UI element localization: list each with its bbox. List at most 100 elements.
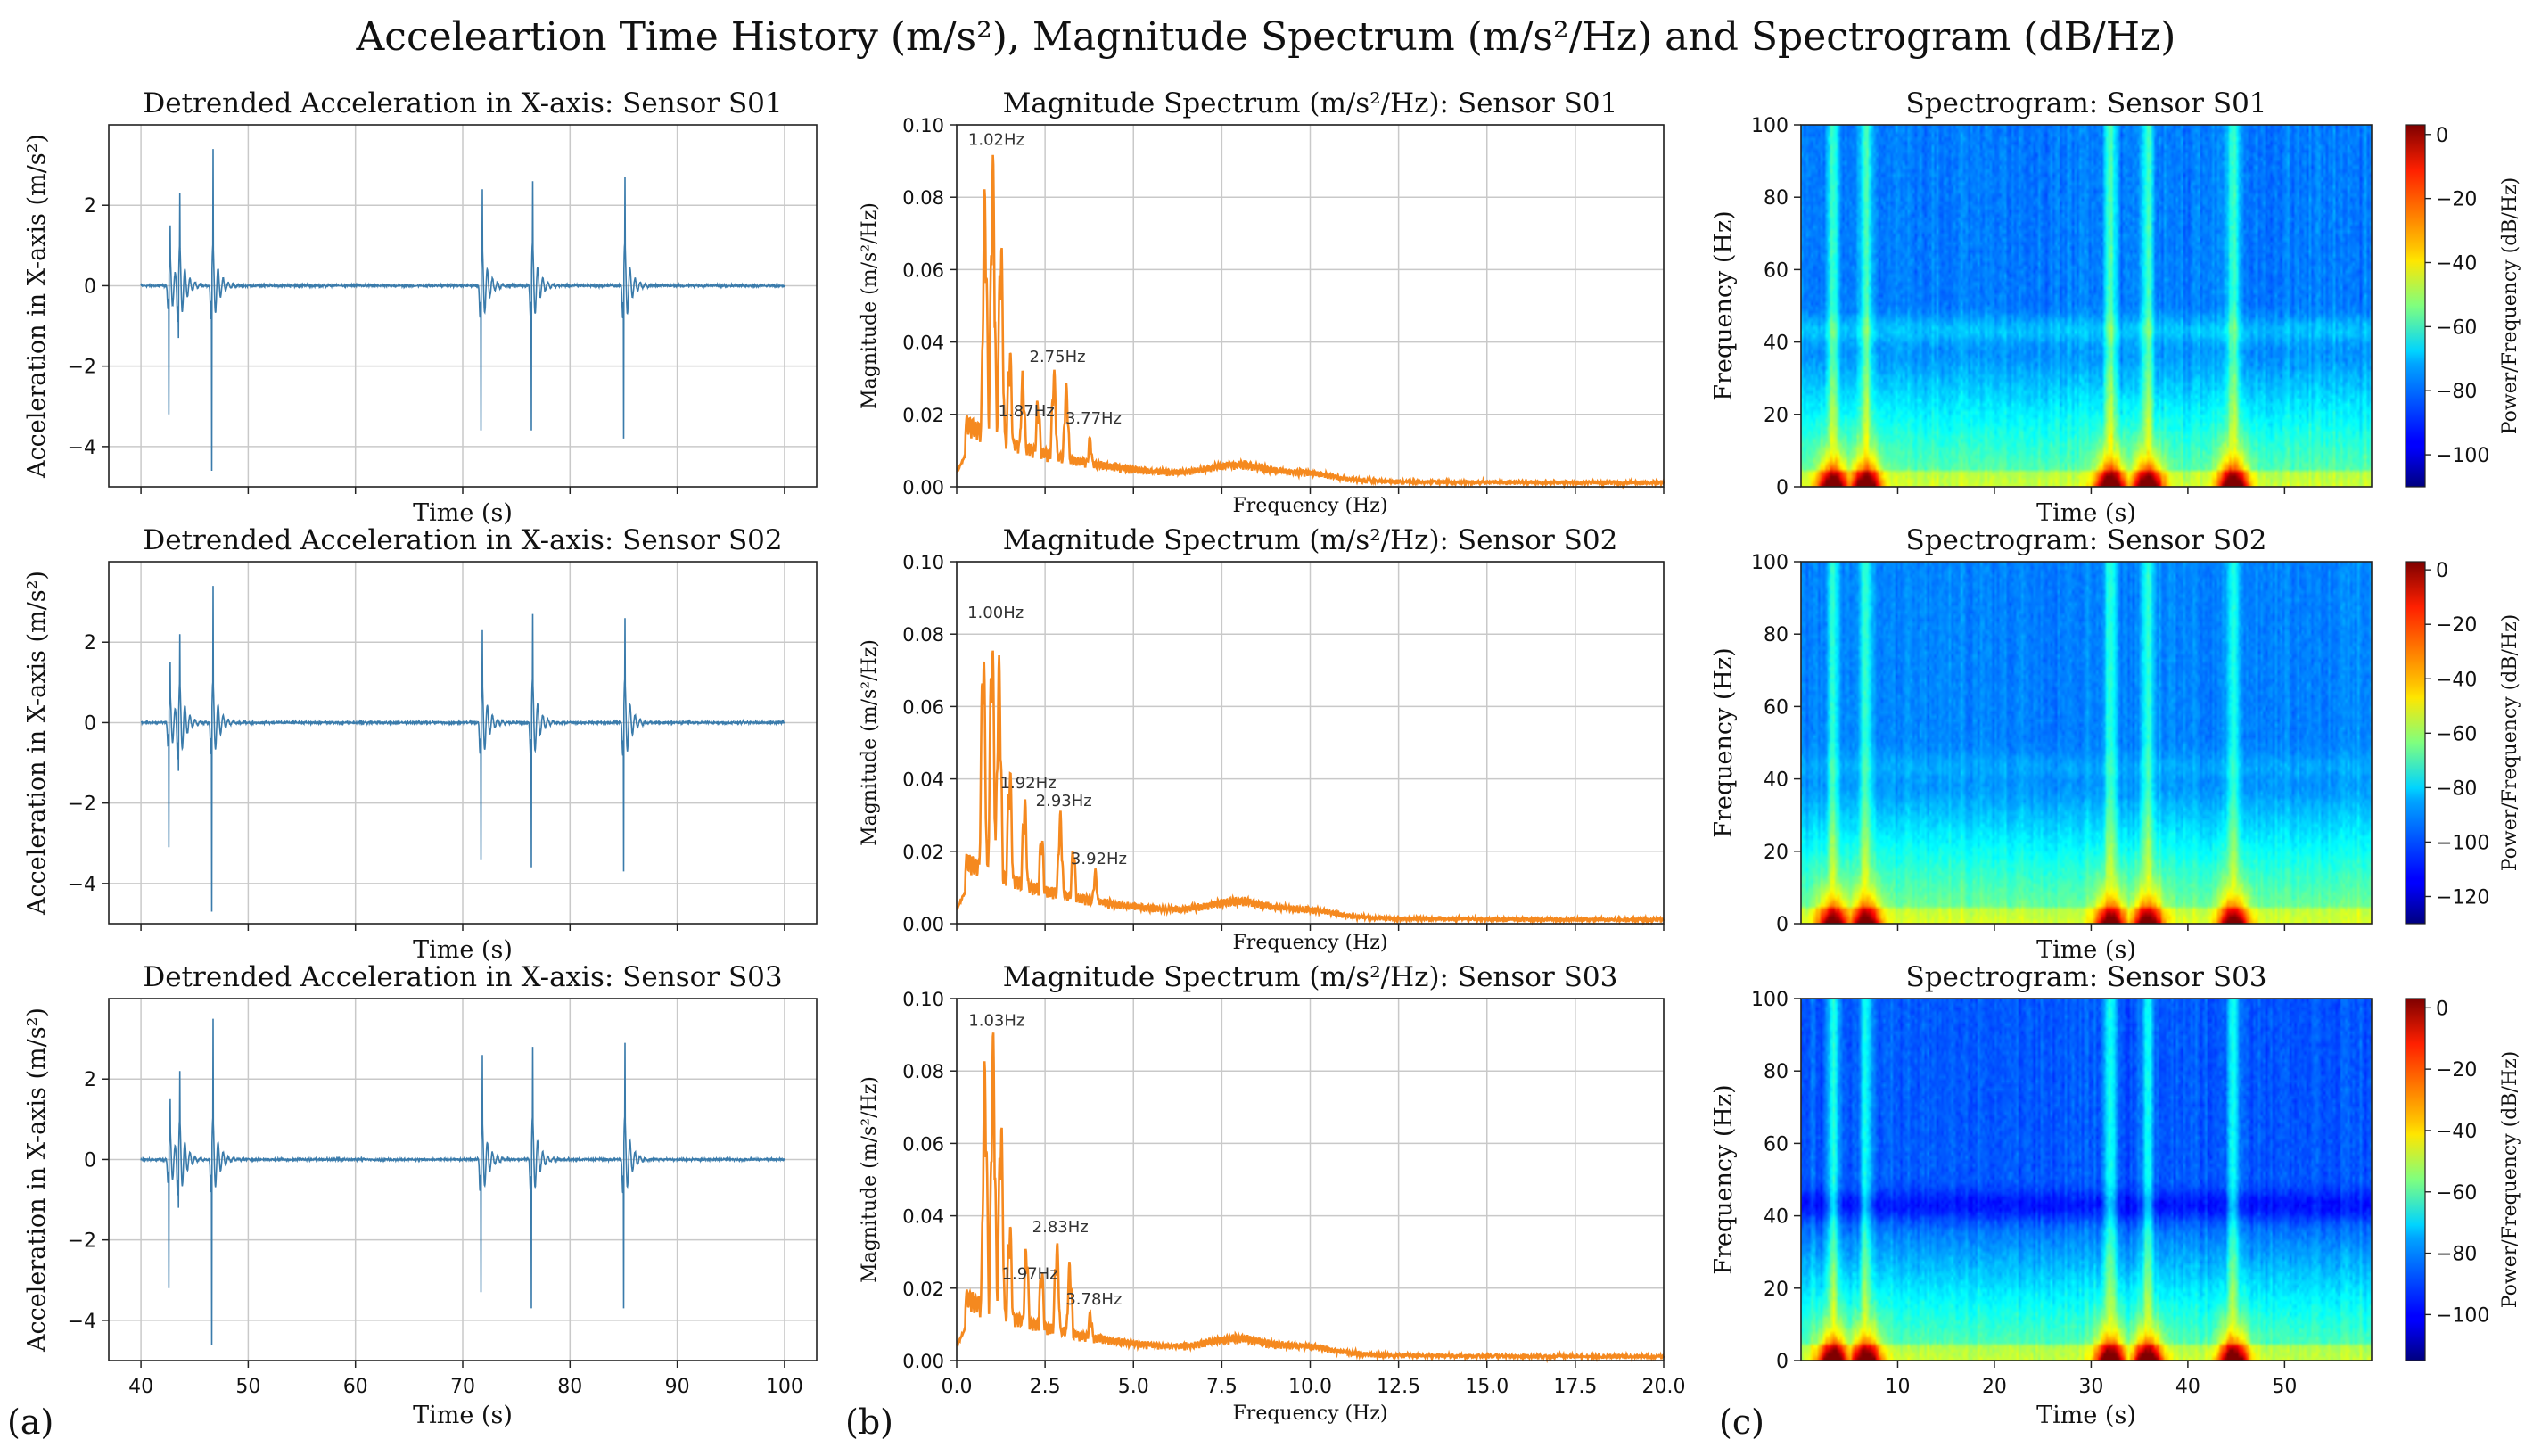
spectrogram-image [1801, 125, 2372, 487]
x-tick-label: 30 [2078, 1376, 2103, 1398]
y-tick-label: 0 [84, 1149, 96, 1172]
x-axis-label: Time (s) [413, 1402, 513, 1429]
colorbar-tick-label: −80 [2436, 381, 2477, 403]
y-tick-label: 0.08 [902, 624, 944, 646]
chart-spec-s02: Magnitude Spectrum (m/s²/Hz): Sensor S02… [859, 524, 1665, 954]
chart-title: Detrended Acceleration in X-axis: Sensor… [143, 524, 782, 556]
x-tick-label: 10.0 [1288, 1376, 1332, 1398]
y-axis-label: Frequency (Hz) [1710, 210, 1738, 400]
plot-frame [1800, 998, 2373, 1361]
x-tick-label: 15.0 [1465, 1376, 1509, 1398]
peak-annotation: 1.02Hz [968, 130, 1024, 149]
colorbar-tick-label: −40 [2436, 252, 2477, 275]
colorbar-tick-label: −20 [2436, 1059, 2477, 1082]
panel-label-b: (b) [845, 1403, 893, 1442]
plot-frame [1800, 561, 2373, 925]
y-axis-label: Magnitude (m/s²/Hz) [859, 1076, 881, 1283]
chart-sgram-s02: Spectrogram: Sensor S02 0 20 40 60 80 100 Time … [1710, 524, 2521, 964]
colorbar-tick-label: 0 [2436, 560, 2448, 582]
x-tick-label: 7.5 [1206, 1376, 1238, 1398]
y-tick-label: 0 [1776, 914, 1789, 936]
y-tick-label: 0.02 [902, 405, 944, 426]
y-axis-label: Magnitude (m/s²/Hz) [859, 202, 881, 409]
chart-title: Magnitude Spectrum (m/s²/Hz): Sensor S03 [1003, 961, 1618, 993]
acceleration-series [140, 149, 785, 472]
x-tick-label: 90 [665, 1376, 690, 1398]
x-axis-label: Time (s) [413, 499, 513, 527]
x-axis-label: Frequency (Hz) [1233, 1403, 1388, 1425]
peak-annotation: 1.03Hz [968, 1012, 1024, 1031]
colorbar-tick-label: −40 [2436, 1121, 2477, 1143]
x-tick-label: 100 [766, 1376, 803, 1398]
x-axis-label: Time (s) [2036, 936, 2136, 964]
y-tick-label: 20 [1764, 842, 1789, 864]
x-tick-label: 70 [450, 1376, 475, 1398]
y-axis-label: Frequency (Hz) [1710, 647, 1738, 837]
colorbar-tick-label: −80 [2436, 1244, 2477, 1266]
y-tick-label: 80 [1764, 1061, 1789, 1083]
y-tick-label: 100 [1751, 989, 1789, 1011]
x-axis-label: Frequency (Hz) [1233, 495, 1388, 517]
chart-title: Spectrogram: Sensor S02 [1905, 524, 2266, 556]
y-tick-label: 0.02 [902, 842, 944, 863]
x-tick-label: 17.5 [1553, 1376, 1597, 1398]
peak-annotation: 1.00Hz [967, 604, 1024, 622]
y-tick-label: 0 [1776, 477, 1789, 499]
x-tick-label: 0.0 [942, 1376, 973, 1398]
chart-sgram-s01: Spectrogram: Sensor S01 0 20 40 60 80 100 Time … [1710, 87, 2521, 527]
peak-annotation: 1.92Hz [1000, 774, 1057, 793]
y-tick-label: 40 [1764, 1206, 1789, 1229]
colorbar-tick-label: −100 [2436, 1304, 2489, 1327]
colorbar-tick-label: −20 [2436, 189, 2477, 211]
x-tick-label: 10 [1885, 1376, 1910, 1398]
y-tick-label: −2 [68, 794, 96, 816]
colorbar-tick-label: 0 [2436, 998, 2448, 1020]
colorbar-tick-label: −60 [2436, 317, 2477, 339]
y-tick-label: 100 [1751, 552, 1789, 574]
y-tick-label: 0.10 [902, 115, 944, 136]
y-tick-label: 2 [84, 1069, 96, 1091]
chart-sgram-s03: Spectrogram: Sensor S03 10 20 30 40 50 0 20 40 60… [1710, 961, 2521, 1429]
x-tick-label: 20.0 [1642, 1376, 1686, 1398]
y-tick-label: 0.08 [902, 1061, 944, 1082]
chart-acc-s03: Detrended Acceleration in X-axis: Sensor… [23, 961, 818, 1429]
plots-container: Detrended Acceleration in X-axis: Sensor… [23, 87, 2521, 1429]
y-tick-label: 0.04 [902, 769, 944, 791]
x-axis-label: Time (s) [2036, 1402, 2136, 1429]
chart-title: Detrended Acceleration in X-axis: Sensor… [143, 961, 782, 993]
colorbar-label: Power/Frequency (dB/Hz) [2499, 1051, 2521, 1309]
y-tick-label: 0.06 [902, 259, 944, 281]
x-tick-label: 50 [2272, 1376, 2297, 1398]
y-tick-label: 0.02 [902, 1279, 944, 1300]
y-tick-label: 2 [84, 195, 96, 218]
y-tick-label: 0.10 [902, 989, 944, 1010]
y-tick-label: 0.08 [902, 187, 944, 209]
acceleration-series [140, 586, 785, 912]
peak-annotation: 3.78Hz [1065, 1290, 1122, 1309]
y-tick-label: 0.00 [902, 477, 944, 498]
chart-acc-s02: Detrended Acceleration in X-axis: Sensor… [23, 524, 818, 964]
colorbar-label: Power/Frequency (dB/Hz) [2499, 177, 2521, 435]
y-tick-label: 0.00 [902, 1351, 944, 1372]
peak-annotation: 3.92Hz [1071, 850, 1127, 868]
x-axis-label: Frequency (Hz) [1233, 932, 1388, 954]
peak-annotation: 2.75Hz [1030, 348, 1086, 366]
y-tick-label: 0 [1776, 1351, 1789, 1373]
y-axis-label: Acceleration in X-axis (m/s²) [23, 571, 51, 916]
y-tick-label: −4 [68, 437, 96, 459]
colorbar-tick-label: −80 [2436, 777, 2477, 800]
panel-label-c: (c) [1719, 1403, 1764, 1442]
colorbar-tick-label: 0 [2436, 125, 2448, 147]
colorbar [2405, 998, 2426, 1361]
y-tick-label: −4 [68, 1311, 96, 1333]
x-tick-label: 50 [235, 1376, 260, 1398]
spectrum-series [956, 650, 1665, 926]
peak-annotation: 1.97Hz [1002, 1265, 1058, 1284]
y-tick-label: 0.06 [902, 1133, 944, 1155]
y-tick-label: 80 [1764, 187, 1789, 210]
y-tick-label: 40 [1764, 769, 1789, 792]
chart-spec-s01: Magnitude Spectrum (m/s²/Hz): Sensor S01… [859, 87, 1665, 517]
y-tick-label: 0 [84, 712, 96, 735]
x-tick-label: 60 [343, 1376, 368, 1398]
